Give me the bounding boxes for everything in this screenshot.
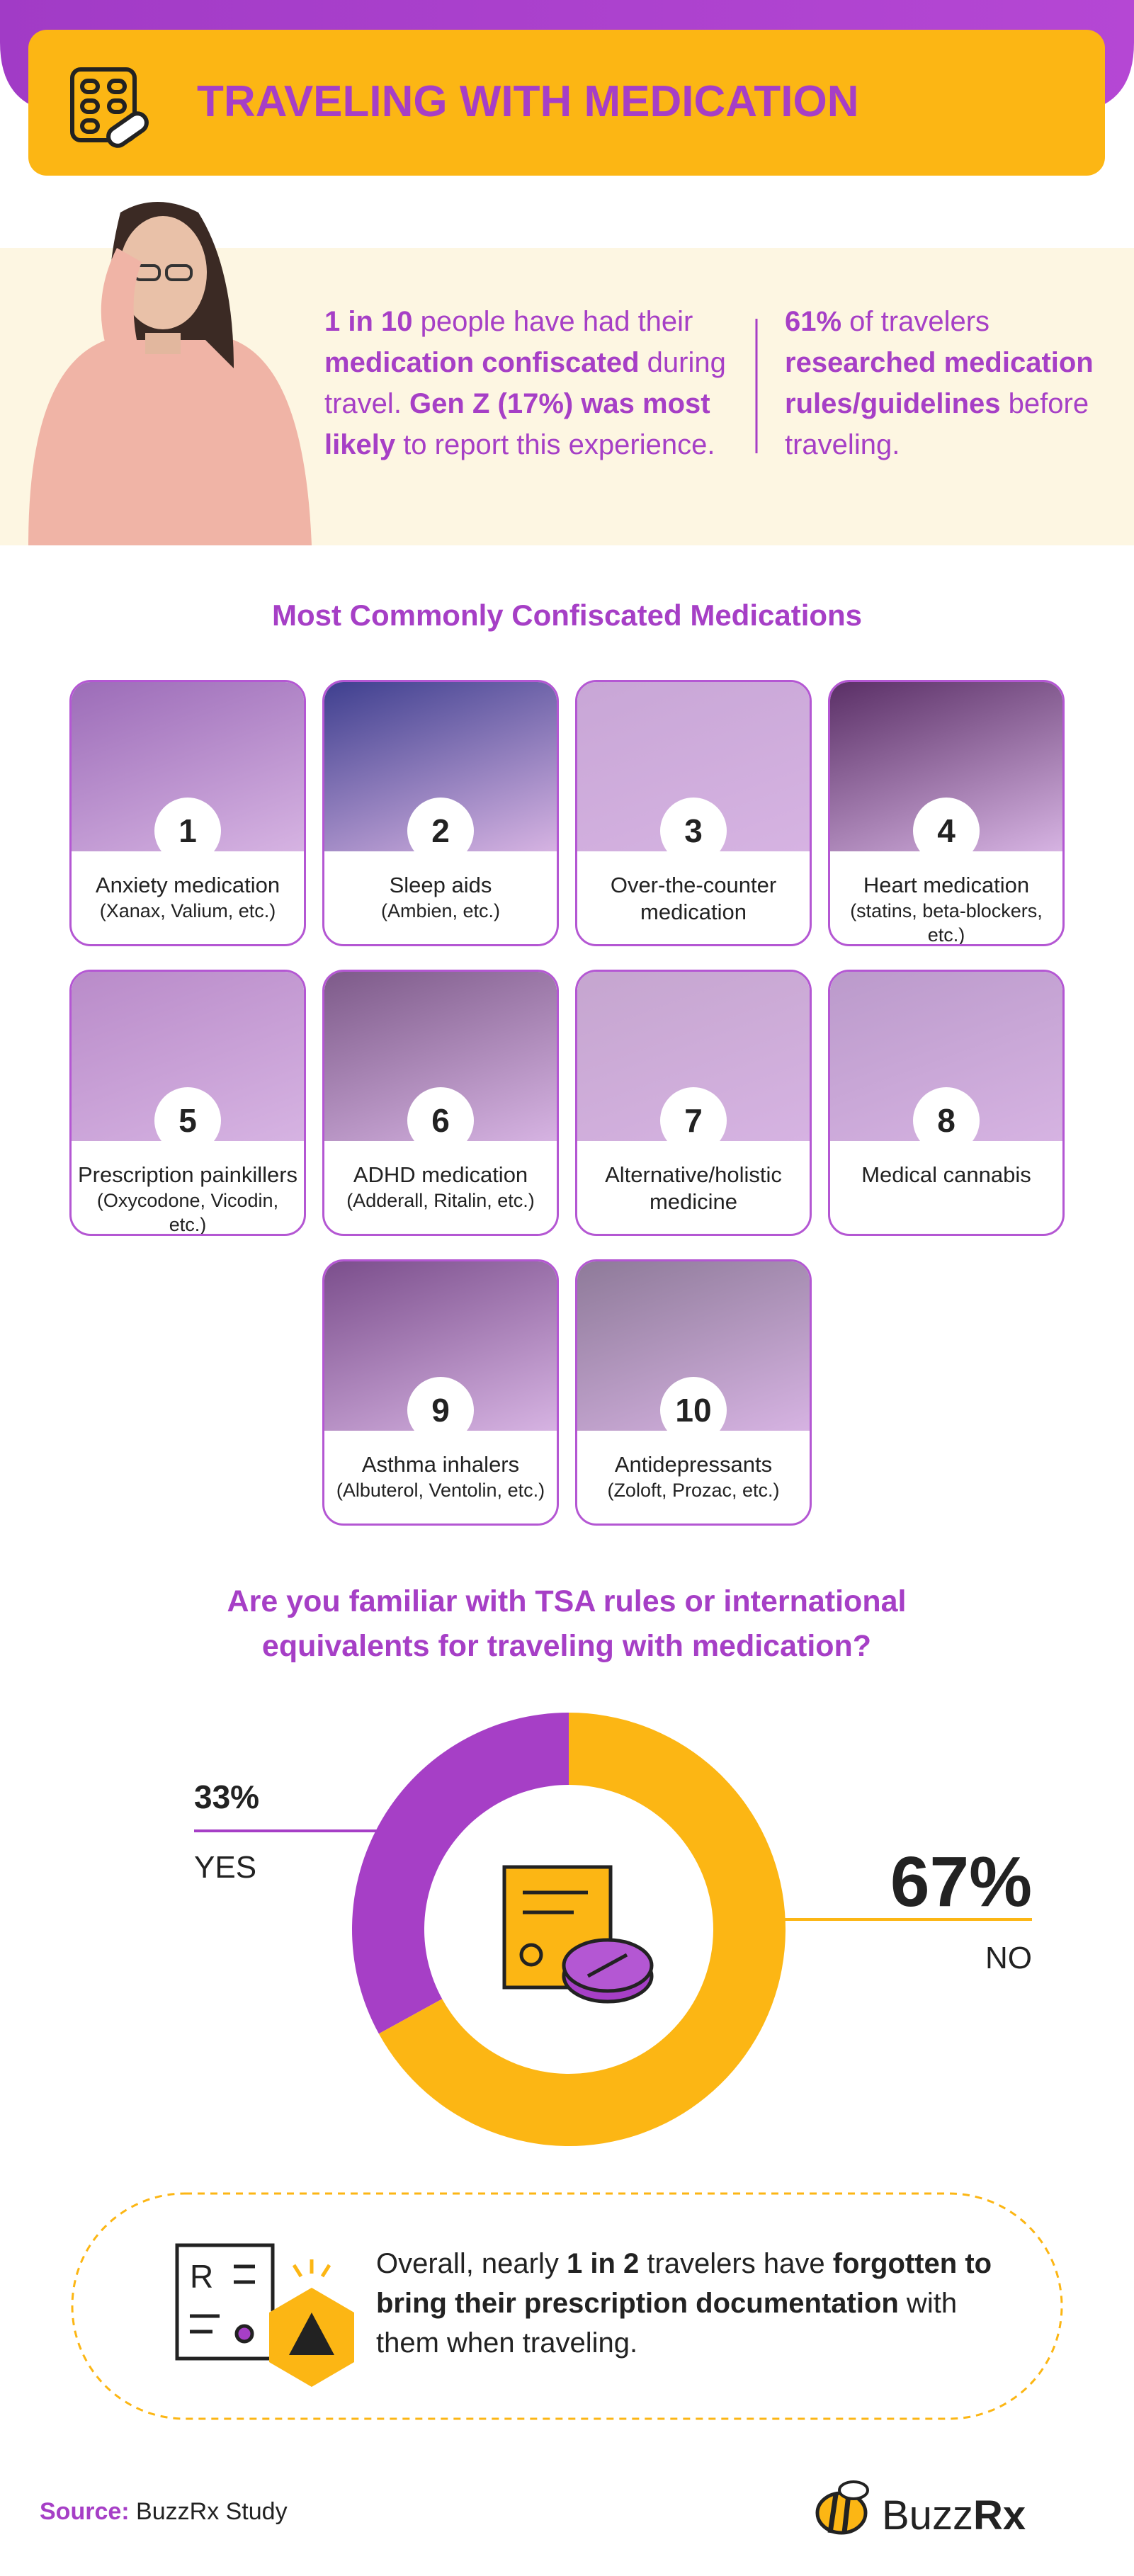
card-number: 5 — [154, 1087, 221, 1154]
medication-card: 6 ADHD medication (Adderall, Ritalin, etc.… — [322, 970, 559, 1236]
card-detail: (Albuterol, Ventolin, etc.) — [336, 1480, 545, 1501]
text-segment: medication confiscated — [324, 347, 640, 378]
card-label: Prescription painkillers — [77, 1162, 298, 1187]
card-number: 1 — [154, 798, 221, 864]
header-box — [28, 30, 1105, 176]
card-label: Antidepressants — [614, 1452, 773, 1477]
text-segment: people have had their — [412, 306, 693, 337]
text-segment: 1 in 10 — [324, 306, 413, 337]
text-segment: researched medication rules/guidelines — [785, 347, 1094, 419]
text-segment: to report this experience. — [395, 429, 715, 460]
logo: BuzzRx — [882, 2492, 1026, 2539]
text-segment: travelers have — [639, 2248, 833, 2279]
card-label-box: Antidepressants (Zoloft, Prozac, etc.) — [583, 1451, 804, 1502]
bee-logo — [815, 2480, 869, 2535]
medication-card: 1 Anxiety medication (Xanax, Valium, etc.) — [69, 680, 306, 946]
card-label-box: Sleep aids (Ambien, etc.) — [330, 872, 551, 923]
card-label-box: Asthma inhalers (Albuterol, Ventolin, etc… — [330, 1451, 551, 1502]
card-label-box: Medical cannabis — [836, 1162, 1057, 1188]
text-segment: with them when traveling. — [376, 2288, 958, 2359]
card-detail: (statins, beta-blockers, etc.) — [850, 900, 1043, 946]
medication-card: 5 Prescription painkillers (Oxycodone, Vic… — [69, 970, 306, 1236]
text-segment: forgotten to bring their prescription do… — [376, 2248, 992, 2319]
card-number: 2 — [407, 798, 474, 864]
text-segment: during travel. — [324, 347, 726, 419]
value-label: 33% — [194, 1778, 260, 1815]
source: Source: BuzzRx Study — [40, 2498, 288, 2526]
donut-segment — [378, 1713, 786, 2147]
card-label: Alternative/holistic medicine — [605, 1162, 782, 1214]
card-number: 7 — [660, 1087, 727, 1154]
card-detail: (Xanax, Valium, etc.) — [99, 900, 276, 921]
source-text: BuzzRx Study — [136, 2498, 288, 2525]
text-segment: of travelers — [841, 306, 990, 337]
category-label: NO — [985, 1941, 1032, 1975]
category-label: YES — [194, 1850, 257, 1885]
card-label: ADHD medication — [353, 1162, 528, 1187]
card-label: Over-the-counter medication — [610, 873, 777, 924]
section-title: Most Commonly Confiscated Medications — [271, 598, 863, 632]
card-number: 3 — [660, 798, 727, 864]
card-number: 4 — [913, 798, 980, 864]
card-number: 9 — [407, 1377, 474, 1443]
card-number: 10 — [660, 1377, 727, 1443]
medication-card: 9 Asthma inhalers (Albuterol, Ventolin, et… — [322, 1259, 559, 1526]
card-number: 8 — [913, 1087, 980, 1154]
pill-icon — [70, 67, 149, 148]
card-label: Heart medication — [863, 873, 1030, 897]
card-detail: (Zoloft, Prozac, etc.) — [607, 1480, 780, 1501]
medication-card: 4 Heart medication (statins, beta-blockers… — [828, 680, 1065, 946]
document-pill-icon — [502, 1865, 654, 2004]
callout-border — [71, 2192, 1063, 2420]
rx-icon: R — [175, 2243, 354, 2387]
donut-chart — [352, 1713, 786, 2147]
card-detail: (Oxycodone, Vicodin, etc.) — [96, 1190, 279, 1235]
stat-text: 1 in 10 people have had their medication… — [324, 301, 735, 465]
card-detail: (Ambien, etc.) — [380, 900, 501, 921]
callout-text: Overall, nearly 1 in 2 travelers have fo… — [376, 2244, 999, 2363]
card-label-box: ADHD medication (Adderall, Ritalin, etc.) — [330, 1162, 551, 1213]
svg-text:R: R — [190, 2258, 213, 2295]
medication-card: 2 Sleep aids (Ambien, etc.) — [322, 680, 559, 946]
card-label: Sleep aids — [389, 873, 492, 897]
medication-card: 7 Alternative/holistic medicine — [575, 970, 812, 1236]
card-number: 6 — [407, 1087, 474, 1154]
page-title: TRAVELING WITH MEDICATION — [197, 77, 859, 126]
text-segment: 1 in 2 — [566, 2248, 640, 2279]
card-label-box: Anxiety medication (Xanax, Valium, etc.) — [77, 872, 298, 923]
stat-text: 61% of travelers researched medication r… — [785, 301, 1096, 465]
card-label-box: Prescription painkillers (Oxycodone, Vico… — [77, 1162, 298, 1235]
donut-segment — [352, 1713, 569, 2034]
card-detail: (Adderall, Ritalin, etc.) — [346, 1190, 535, 1211]
text-segment: Overall, nearly — [376, 2248, 567, 2279]
card-label-box: Over-the-counter medication — [583, 872, 804, 926]
medication-card: 3 Over-the-counter medication — [575, 680, 812, 946]
medication-card: 8 Medical cannabis — [828, 970, 1065, 1236]
card-label: Medical cannabis — [861, 1162, 1031, 1187]
value-label: 67% — [890, 1842, 1032, 1922]
card-label-box: Alternative/holistic medicine — [583, 1162, 804, 1215]
text-segment: 61% — [785, 306, 842, 337]
text-segment: Rx — [973, 2492, 1026, 2538]
chart-title: Are you familiar with TSA rules or inter… — [227, 1584, 907, 1663]
text-segment: Buzz — [882, 2492, 973, 2538]
text-segment: Gen Z (17%) was most likely — [324, 388, 710, 460]
card-label: Asthma inhalers — [361, 1452, 520, 1477]
text-segment: before traveling. — [785, 388, 1089, 460]
card-label: Anxiety medication — [95, 873, 280, 897]
source-label: Source: — [40, 2498, 130, 2525]
medication-card: 10 Antidepressants (Zoloft, Prozac, etc.) — [575, 1259, 812, 1526]
woman-photo — [28, 202, 312, 545]
card-label-box: Heart medication (statins, beta-blockers,… — [836, 872, 1057, 946]
